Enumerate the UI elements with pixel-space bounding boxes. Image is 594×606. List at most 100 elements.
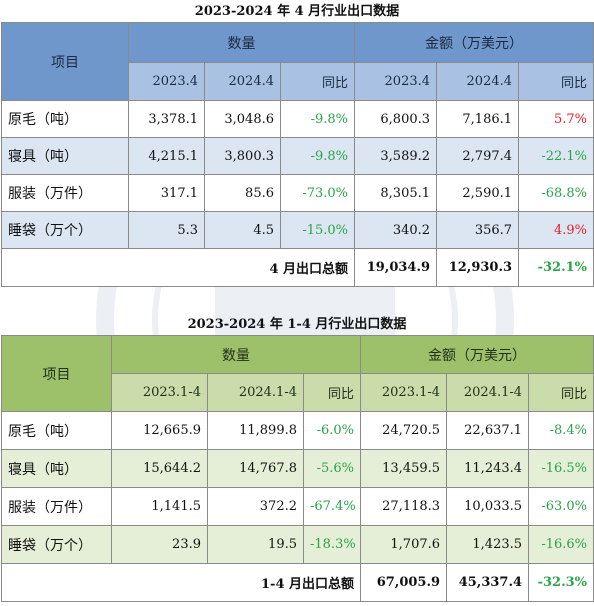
amount-2024: 22,637.1 xyxy=(446,411,530,450)
amount-yoy: -8.4% xyxy=(528,411,594,450)
subheader-cell: 2023.1-4 xyxy=(111,373,208,412)
amount-2024: 356.7 xyxy=(436,211,520,249)
amount-header: 金额（万美元） xyxy=(354,22,594,63)
qty-yoy: -18.3% xyxy=(302,525,362,564)
total-row: 1-4 月出口总额 67,005.9 45,337.4 -32.3% xyxy=(0,563,594,602)
subheader-cell: 同比 xyxy=(279,62,356,101)
qty-2024: 4.5 xyxy=(204,211,281,249)
qty-2024: 11,899.8 xyxy=(207,411,304,450)
table-row: 服装（万件） 317.1 85.6 -73.0% 8,305.1 2,590.1… xyxy=(1,174,594,212)
monthly-export-table: 项目 数量 金额（万美元） 2023.4 2024.4 同比 2023.4 20… xyxy=(0,22,594,287)
subheader-row: 2023.1-4 2024.1-4 同比 2023.1-4 2024.1-4 同… xyxy=(2,373,594,412)
qty-2023: 23.9 xyxy=(111,525,208,564)
subheader-cell: 同比 xyxy=(528,373,594,412)
subheader-cell: 2024.1-4 xyxy=(446,373,530,412)
qty-yoy: -6.0% xyxy=(302,411,362,450)
amount-2024: 2,797.4 xyxy=(436,137,520,175)
amount-2023: 27,118.3 xyxy=(360,487,448,526)
amount-2024: 7,186.1 xyxy=(436,100,520,138)
subheader-cell: 同比 xyxy=(302,373,362,412)
amount-yoy: -22.1% xyxy=(518,137,594,175)
total-label: 4 月出口总额 xyxy=(0,248,356,287)
total-amount-2023: 19,034.9 xyxy=(354,248,438,287)
table-row: 寝具（吨） 15,644.2 14,767.8 -5.6% 13,459.5 1… xyxy=(1,449,594,488)
total-yoy: -32.1% xyxy=(518,248,594,287)
table-row: 原毛（吨） 12,665.9 11,899.8 -6.0% 24,720.5 2… xyxy=(1,411,594,450)
ytd-export-section: 2023-2024 年 1-4 月行业出口数据 项目 数量 金额（万美元） 20… xyxy=(0,315,594,602)
subheader-cell: 2024.4 xyxy=(436,62,520,101)
qty-2024: 19.5 xyxy=(207,525,304,564)
amount-yoy: 4.9% xyxy=(518,211,594,249)
amount-2023: 6,800.3 xyxy=(354,100,438,138)
header-row: 项目 数量 金额（万美元） xyxy=(1,22,594,101)
amount-2023: 13,459.5 xyxy=(360,449,448,488)
subheader-cell: 同比 xyxy=(518,62,594,101)
amount-2023: 1,707.6 xyxy=(360,525,448,564)
row-label: 睡袋（万个） xyxy=(1,525,112,564)
qty-2024: 3,800.3 xyxy=(204,137,281,175)
total-label: 1-4 月出口总额 xyxy=(0,563,362,602)
total-amount-2024: 12,930.3 xyxy=(436,248,520,287)
qty-2023: 5.3 xyxy=(128,211,205,249)
quantity-header: 数量 xyxy=(127,22,356,63)
qty-yoy: -73.0% xyxy=(279,174,356,212)
amount-2023: 340.2 xyxy=(354,211,438,249)
amount-yoy: -68.8% xyxy=(518,174,594,212)
total-row: 4 月出口总额 19,034.9 12,930.3 -32.1% xyxy=(0,248,594,287)
amount-yoy: -63.0% xyxy=(528,487,594,526)
qty-2023: 317.1 xyxy=(128,174,205,212)
total-yoy: -32.3% xyxy=(528,563,594,602)
amount-2024: 2,590.1 xyxy=(436,174,520,212)
qty-2024: 85.6 xyxy=(204,174,281,212)
subheader-cell: 2023.1-4 xyxy=(360,373,448,412)
amount-yoy: 5.7% xyxy=(518,100,594,138)
qty-yoy: -5.6% xyxy=(302,449,362,488)
amount-header: 金额（万美元） xyxy=(360,335,594,374)
qty-2023: 15,644.2 xyxy=(111,449,208,488)
row-label: 原毛（吨） xyxy=(1,100,129,138)
qty-2023: 1,141.5 xyxy=(111,487,208,526)
monthly-export-title: 2023-2024 年 4 月行业出口数据 xyxy=(194,4,400,19)
amount-2024: 11,243.4 xyxy=(446,449,530,488)
qty-yoy: -9.8% xyxy=(279,137,356,175)
row-label: 服装（万件） xyxy=(1,487,112,526)
amount-2023: 3,589.2 xyxy=(354,137,438,175)
row-label: 寝具（吨） xyxy=(1,449,112,488)
subheader-cell: 2024.4 xyxy=(204,62,281,101)
row-label: 睡袋（万个） xyxy=(1,211,129,249)
qty-2023: 3,378.1 xyxy=(128,100,205,138)
table-row: 服装（万件） 1,141.5 372.2 -67.4% 27,118.3 10,… xyxy=(1,487,594,526)
row-label: 原毛（吨） xyxy=(1,411,112,450)
amount-2024: 1,423.5 xyxy=(446,525,530,564)
ytd-export-title: 2023-2024 年 1-4 月行业出口数据 xyxy=(187,317,407,332)
total-amount-2023: 67,005.9 xyxy=(360,563,448,602)
qty-2024: 372.2 xyxy=(207,487,304,526)
qty-yoy: -67.4% xyxy=(302,487,362,526)
row-label: 寝具（吨） xyxy=(1,137,129,175)
qty-2023: 12,665.9 xyxy=(111,411,208,450)
amount-yoy: -16.5% xyxy=(528,449,594,488)
table-row: 寝具（吨） 4,215.1 3,800.3 -9.8% 3,589.2 2,79… xyxy=(1,137,594,175)
qty-yoy: -9.8% xyxy=(279,100,356,138)
qty-2023: 4,215.1 xyxy=(128,137,205,175)
subheader-cell: 2024.1-4 xyxy=(207,373,304,412)
monthly-export-section: 2023-2024 年 4 月行业出口数据 项目 数量 金额（万美元） 2023… xyxy=(0,2,594,287)
row-label: 服装（万件） xyxy=(1,174,129,212)
quantity-header: 数量 xyxy=(110,335,362,374)
table-row: 睡袋（万个） 5.3 4.5 -15.0% 340.2 356.7 4.9% xyxy=(1,211,594,249)
item-header: 项目 xyxy=(1,335,112,412)
total-amount-2024: 45,337.4 xyxy=(446,563,530,602)
qty-2024: 3,048.6 xyxy=(204,100,281,138)
qty-yoy: -15.0% xyxy=(279,211,356,249)
table-row: 睡袋（万个） 23.9 19.5 -18.3% 1,707.6 1,423.5 … xyxy=(1,525,594,564)
qty-2024: 14,767.8 xyxy=(207,449,304,488)
ytd-export-table: 项目 数量 金额（万美元） 2023.1-4 2024.1-4 同比 2023.… xyxy=(0,335,594,602)
subheader-row: 2023.4 2024.4 同比 2023.4 2024.4 同比 xyxy=(2,62,594,101)
amount-yoy: -16.6% xyxy=(528,525,594,564)
subheader-cell: 2023.4 xyxy=(128,62,205,101)
header-row: 项目 数量 金额（万美元） xyxy=(1,335,594,412)
item-header: 项目 xyxy=(1,22,129,101)
amount-2023: 8,305.1 xyxy=(354,174,438,212)
table-row: 原毛（吨） 3,378.1 3,048.6 -9.8% 6,800.3 7,18… xyxy=(1,100,594,138)
amount-2023: 24,720.5 xyxy=(360,411,448,450)
